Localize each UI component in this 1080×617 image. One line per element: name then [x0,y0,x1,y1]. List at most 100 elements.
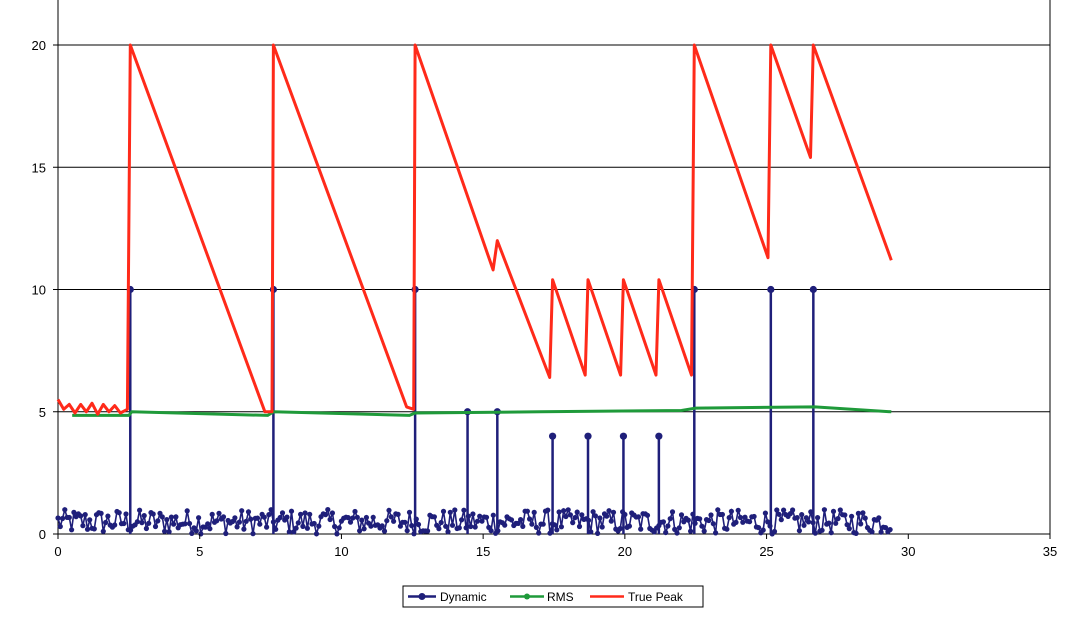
dynamic-noise-point [724,526,730,532]
dynamic-noise-point [261,514,267,520]
dynamic-noise-point [368,523,374,529]
rms-line [72,405,892,417]
dynamic-noise-point [520,523,526,530]
dynamic-noise-point [794,515,800,521]
x-tick-label-20: 20 [618,544,632,559]
dynamic-noise-point [391,518,397,524]
dynamic-noise-point [565,507,571,513]
dynamic-noise-point [819,527,825,533]
dynamic-noise-point [436,526,442,532]
dynamic-noise-point [277,514,283,521]
dynamic-noise-point [293,525,299,531]
dynamic-noise-point [488,528,494,534]
dynamic-noise-point [245,509,252,515]
dynamic-noise-point [438,519,444,526]
dynamic-noise-point [307,511,313,517]
dynamic-noise-point [87,517,93,523]
dynamic-spike-point-11 [809,285,817,294]
dynamic-noise-point [57,523,63,530]
y-tick-labels: 0 5 10 15 20 [32,38,58,542]
dynamic-noise-point [207,526,213,532]
dynamic-noise-point [357,528,363,534]
dynamic-noise-point [162,528,168,534]
x-tick-labels: 0 5 10 15 20 25 30 35 [54,534,1057,559]
dynamic-noise-point [254,515,261,521]
y-tick-label-0: 0 [39,527,46,542]
dynamic-noise-point [678,512,685,518]
x-tick-label-15: 15 [476,544,490,559]
dynamic-noise-point [579,512,585,518]
dynamic-noise-point [776,511,782,517]
dynamic-noise-point [443,523,449,529]
dynamic-noise-point [697,516,703,522]
dynamic-noise-point [284,514,290,520]
dynamic-noise-point [298,511,304,517]
dynamic-noise-point [774,507,780,513]
dynamic-noise-point [193,528,199,534]
dynamic-noise-point [604,513,610,519]
dynamic-noise-point [415,521,422,528]
dynamic-noise-point [828,530,834,536]
dynamic-noise-point [447,509,453,515]
dynamic-noise-point [452,507,458,513]
dynamic-noise-point [152,523,159,530]
legend-item-rms: RMS [510,590,574,604]
dynamic-noise-point [667,516,673,522]
dynamic-noise-point [760,527,766,533]
dynamic-noise-point [477,513,483,519]
dynamic-noise-point [209,511,215,517]
dynamic-noise-point [300,523,306,530]
dynamic-noise-point [837,507,843,513]
dynamic-noise-point [155,518,161,524]
dynamic-noise-point [567,512,574,518]
dynamic-noise-point [98,510,104,516]
dynamic-noise-point [329,510,335,516]
dynamic-noise-point [266,511,272,518]
dynamic-noise-point [71,509,77,515]
dynamic-noise-point [384,518,390,524]
dynamic-noise-point [778,517,784,523]
dynamic-noise-point [456,525,462,531]
dynamic-noise-point [171,521,177,527]
axes [57,0,1051,535]
dynamic-noise-point [347,519,354,525]
dynamic-noise-point [853,530,859,537]
dynamic-noise-point [835,516,841,522]
dynamic-noise-point [291,529,297,535]
dynamic-noise-point [860,510,866,516]
dynamic-noise-point [524,508,531,514]
dynamic-noise-point [166,529,172,535]
dynamic-noise-point [62,507,68,513]
x-tick-label-25: 25 [759,544,773,559]
dynamic-noise-point [205,521,211,527]
series-dynamic-spikes [126,285,817,534]
dynamic-noise-point [239,508,245,514]
dynamic-noise-point [706,517,712,524]
dynamic-noise-point [515,520,521,527]
dynamic-noise-point [250,531,256,537]
series-dynamic-noise [55,506,893,537]
dynamic-noise-point [849,513,855,519]
dynamic-noise-point [855,510,862,516]
dynamic-noise-point [359,517,365,523]
dynamic-noise-point [370,514,376,520]
dynamic-noise-point [334,531,340,537]
dynamic-noise-point [626,523,633,529]
legend: Dynamic RMS True Peak [402,585,704,608]
dynamic-noise-point [445,529,451,535]
y-tick-label-20: 20 [32,38,46,53]
dynamic-noise-point [80,523,86,529]
dynamic-noise-point [663,529,669,536]
x-tick-label-35: 35 [1043,544,1057,559]
dynamic-noise-point [304,525,310,531]
dynamic-noise-point [472,524,478,530]
dynamic-noise-point [352,508,358,515]
dynamic-noise-point [279,510,286,516]
dynamic-noise-point [286,529,292,535]
y-tick-label-15: 15 [32,160,46,175]
dynamic-noise-point [431,514,437,520]
dynamic-noise-point [150,511,156,517]
dynamic-noise-point [733,519,739,526]
dynamic-noise-point [844,522,850,528]
